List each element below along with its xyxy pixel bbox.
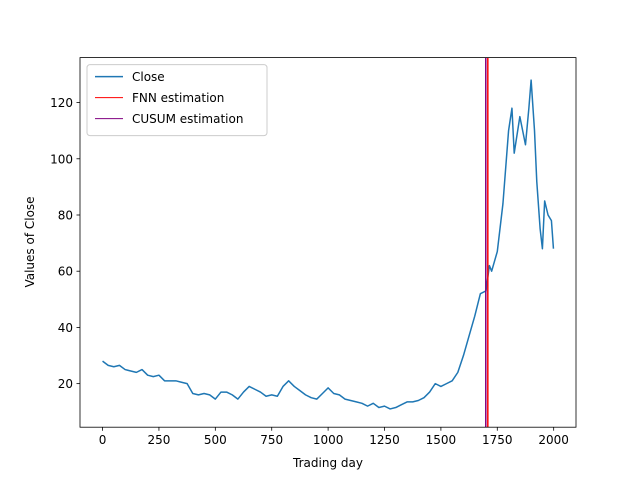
y-tick-label: 80	[58, 208, 73, 222]
y-tick-label: 40	[58, 321, 73, 335]
x-tick-label: 1000	[313, 433, 344, 447]
legend-label: CUSUM estimation	[132, 112, 243, 126]
y-tick-label: 60	[58, 265, 73, 279]
legend-box	[86, 64, 268, 137]
data-line	[102, 79, 555, 410]
x-tick-label: 750	[260, 433, 283, 447]
y-tick-label: 20	[58, 377, 73, 391]
x-tick-label: 1500	[426, 433, 457, 447]
legend-label: FNN estimation	[132, 91, 224, 105]
x-tick-label: 2000	[538, 433, 569, 447]
y-tick-label: 120	[50, 96, 73, 110]
legend-label: Close	[132, 70, 165, 84]
x-tick-label: 250	[147, 433, 170, 447]
axes-frame	[79, 57, 577, 428]
x-tick-label: 0	[99, 433, 107, 447]
x-tick-label: 1750	[482, 433, 513, 447]
y-axis-label: Values of Close	[23, 196, 37, 287]
x-tick-label: 500	[204, 433, 227, 447]
x-axis-label: Trading day	[292, 456, 363, 470]
x-tick-label: 1250	[369, 433, 400, 447]
y-tick-label: 100	[50, 152, 73, 166]
